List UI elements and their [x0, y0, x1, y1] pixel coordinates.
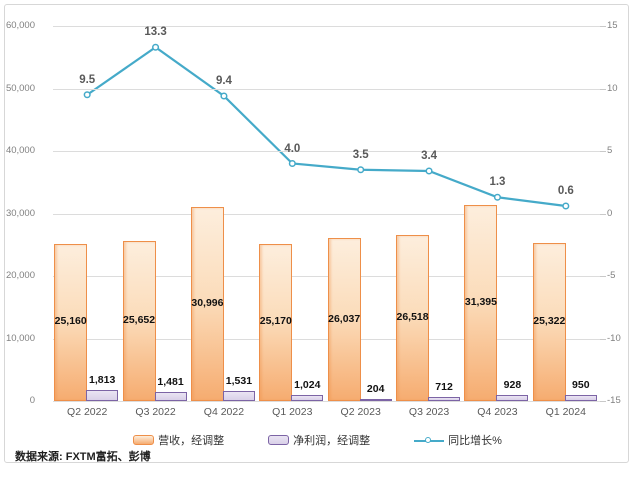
revenue-bar — [532, 242, 566, 401]
right-axis-tick-label: 15 — [607, 20, 618, 31]
profit-value-label: 950 — [572, 379, 590, 392]
left-axis-tick-label: 30,000 — [5, 207, 35, 219]
revenue-bar — [259, 243, 293, 401]
x-axis-category-label: Q4 2023 — [477, 406, 518, 418]
revenue-value-label: 30,996 — [191, 297, 224, 310]
left-axis-tick-label: 20,000 — [5, 270, 35, 281]
gridline — [53, 276, 600, 277]
profit-bar — [359, 399, 392, 401]
growth-data-point-marker — [493, 193, 501, 201]
revenue-bar — [327, 238, 361, 401]
growth-data-point-marker — [562, 202, 570, 210]
x-axis-category-label: Q1 2023 — [272, 406, 313, 418]
gridline — [53, 401, 600, 402]
right-axis-tick — [600, 26, 606, 27]
profit-value-label: 1,531 — [225, 375, 253, 388]
x-axis-category-label: Q2 2023 — [340, 406, 381, 418]
gridline — [53, 151, 600, 152]
profit-value-label: 1,481 — [157, 375, 184, 388]
profit-bar — [291, 394, 324, 401]
revenue-bar — [54, 243, 88, 401]
growth-line — [86, 45, 566, 208]
growth-data-point-marker — [425, 167, 433, 175]
growth-value-label: 9.5 — [79, 73, 96, 86]
growth-value-label: 0.6 — [557, 185, 574, 197]
profit-bar — [428, 396, 461, 401]
growth-line-marker-icon — [414, 436, 445, 445]
profit-bar — [496, 395, 529, 401]
growth-value-label: 3.4 — [421, 150, 438, 162]
profit-value-label: 1,024 — [294, 378, 321, 391]
revenue-value-label: 25,160 — [54, 315, 87, 328]
gridline — [53, 26, 600, 27]
right-axis-tick-label: 10 — [607, 82, 618, 94]
legend-item-growth: 同比增长% — [414, 432, 502, 448]
revenue-swatch-icon — [133, 435, 155, 445]
legend-item-revenue: 营收，经调整 — [133, 432, 224, 448]
right-axis-tick-label: -5 — [607, 270, 616, 281]
revenue-value-label: 25,322 — [533, 314, 566, 327]
right-axis-tick-label: 5 — [607, 145, 613, 156]
left-axis-tick-label: 40,000 — [5, 145, 35, 156]
profit-bar — [154, 391, 187, 401]
right-axis-tick — [600, 338, 606, 340]
right-axis-tick — [600, 401, 606, 402]
left-axis-tick-label: 0 — [29, 395, 35, 406]
right-axis-tick-label: 0 — [607, 207, 613, 219]
revenue-bar — [396, 235, 430, 401]
growth-data-point-marker — [357, 166, 365, 174]
right-axis-tick — [600, 88, 606, 90]
profit-bar — [564, 395, 597, 401]
profit-value-label: 204 — [366, 383, 385, 395]
legend-label-growth: 同比增长% — [448, 435, 502, 447]
chart-legend: 营收，经调整 净利润，经调整 同比增长% — [5, 432, 630, 448]
growth-data-point-marker — [288, 159, 296, 168]
growth-value-label: 13.3 — [144, 26, 167, 39]
profit-swatch-icon — [268, 435, 290, 445]
revenue-value-label: 26,037 — [328, 312, 361, 325]
left-axis-tick-label: 50,000 — [5, 82, 35, 94]
profit-bar — [222, 391, 255, 401]
left-axis-tick-label: 10,000 — [5, 332, 35, 344]
x-axis-category-label: Q2 2022 — [67, 406, 108, 418]
profit-bar — [86, 389, 119, 401]
profit-value-label: 712 — [435, 380, 453, 393]
x-axis-category-label: Q1 2024 — [545, 406, 586, 418]
x-axis-category-label: Q4 2022 — [203, 406, 245, 418]
revenue-bar — [122, 240, 156, 401]
legend-label-revenue: 营收，经调整 — [158, 435, 225, 447]
revenue-value-label: 26,518 — [396, 311, 429, 324]
gridline — [53, 88, 600, 90]
right-axis-tick — [600, 151, 606, 152]
right-axis-tick — [600, 276, 606, 277]
data-source-note: 数据来源: FXTM富拓、彭博 — [15, 451, 151, 463]
revenue-value-label: 25,652 — [123, 313, 156, 326]
x-axis-category-label: Q3 2023 — [408, 406, 450, 418]
profit-value-label: 928 — [503, 379, 522, 392]
x-axis-category-label: Q3 2022 — [135, 406, 176, 418]
growth-data-point-marker — [152, 43, 160, 51]
chart-frame: 营收，经调整 净利润，经调整 同比增长% 数据来源: FXTM富拓、彭博 60,… — [4, 4, 629, 463]
revenue-value-label: 25,170 — [259, 315, 292, 328]
profit-value-label: 1,813 — [89, 373, 116, 386]
revenue-value-label: 31,395 — [464, 295, 497, 308]
right-axis-tick-label: -10 — [607, 332, 621, 344]
right-axis-tick — [600, 213, 606, 215]
growth-value-label: 1.3 — [489, 176, 506, 189]
left-axis-tick-label: 60,000 — [5, 20, 35, 31]
growth-data-point-marker — [220, 92, 228, 100]
growth-value-label: 3.5 — [352, 148, 369, 161]
growth-value-label: 4.0 — [284, 142, 301, 155]
revenue-bar — [464, 204, 498, 401]
growth-line-chart — [83, 43, 570, 210]
growth-value-label: 9.4 — [215, 75, 232, 87]
legend-item-profit: 净利润，经调整 — [268, 432, 370, 448]
growth-data-point-marker — [83, 91, 91, 99]
legend-label-profit: 净利润，经调整 — [293, 435, 371, 447]
right-axis-tick-label: -15 — [607, 395, 621, 406]
revenue-bar — [190, 207, 224, 401]
gridline — [53, 213, 600, 215]
gridline — [53, 338, 600, 340]
